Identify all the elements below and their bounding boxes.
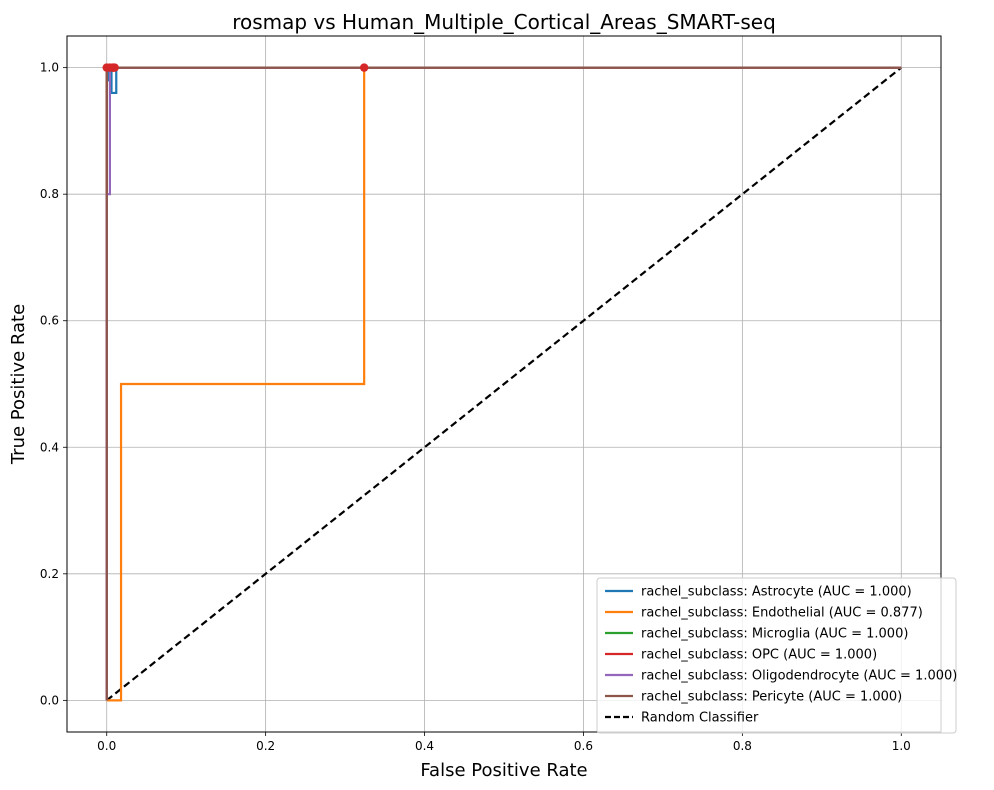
optimal-threshold-marker [102, 63, 111, 72]
chart-title: rosmap vs Human_Multiple_Cortical_Areas_… [232, 10, 776, 34]
x-tick-label: 0.2 [256, 739, 275, 753]
y-tick-label: 0.2 [40, 567, 59, 581]
legend-label: rachel_subclass: Endothelial (AUC = 0.87… [641, 606, 923, 621]
legend: rachel_subclass: Astrocyte (AUC = 1.000)… [596, 577, 957, 734]
random-classifier-line [106, 66, 902, 702]
x-tick-label: 0.8 [733, 739, 752, 753]
optimal-threshold-marker [110, 63, 119, 72]
legend-box [596, 577, 957, 734]
y-tick-label: 0.0 [40, 693, 59, 707]
threshold-markers [102, 63, 369, 72]
y-axis-ticks: 0.0 0.2 0.4 0.6 0.8 1.0 [40, 61, 67, 707]
y-tick-label: 0.8 [40, 187, 59, 201]
x-axis-ticks: 0.0 0.2 0.4 0.6 0.8 1.0 [97, 732, 911, 753]
x-tick-label: 0.4 [415, 739, 434, 753]
y-axis-label: True Positive Rate [8, 304, 29, 465]
legend-label: rachel_subclass: Astrocyte (AUC = 1.000) [641, 585, 912, 600]
x-tick-label: 1.0 [892, 739, 911, 753]
plot-frame [66, 35, 942, 733]
x-axis-label: False Positive Rate [420, 760, 587, 781]
legend-label: rachel_subclass: Microglia (AUC = 1.000) [641, 627, 908, 642]
x-tick-label: 0.0 [97, 739, 116, 753]
x-tick-label: 0.6 [574, 739, 593, 753]
y-tick-label: 1.0 [40, 61, 59, 75]
legend-label: rachel_subclass: Oligodendrocyte (AUC = … [641, 669, 957, 684]
y-tick-label: 0.6 [40, 314, 59, 328]
legend-label: rachel_subclass: OPC (AUC = 1.000) [641, 648, 877, 663]
y-tick-label: 0.4 [40, 440, 59, 454]
legend-label: rachel_subclass: Pericyte (AUC = 1.000) [641, 690, 902, 705]
optimal-threshold-marker [359, 63, 369, 72]
legend-label: Random Classifier [641, 711, 759, 726]
